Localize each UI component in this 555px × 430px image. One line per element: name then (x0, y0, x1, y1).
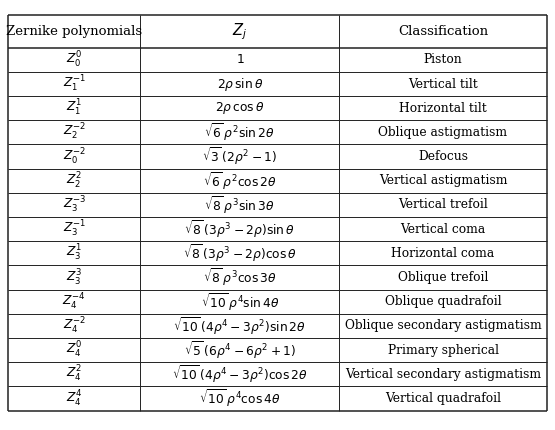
Text: $Z_1^{-1}$: $Z_1^{-1}$ (63, 74, 86, 94)
Text: $\sqrt{10}\,(4\rho^4-3\rho^2)\sin 2\theta$: $\sqrt{10}\,(4\rho^4-3\rho^2)\sin 2\thet… (173, 315, 306, 337)
Text: $Z_4^{0}$: $Z_4^{0}$ (66, 340, 82, 360)
Text: $\sqrt{8}\,\rho^3\cos 3\theta$: $\sqrt{8}\,\rho^3\cos 3\theta$ (203, 267, 277, 289)
Text: $\sqrt{8}\,\rho^3\sin 3\theta$: $\sqrt{8}\,\rho^3\sin 3\theta$ (204, 194, 275, 216)
Text: Oblique secondary astigmatism: Oblique secondary astigmatism (345, 319, 542, 332)
Text: $Z_0^{-2}$: $Z_0^{-2}$ (63, 147, 86, 167)
Text: $1$: $1$ (235, 53, 244, 66)
Text: $\sqrt{10}\,\rho^4\cos 4\theta$: $\sqrt{10}\,\rho^4\cos 4\theta$ (199, 388, 281, 409)
Text: Primary spherical: Primary spherical (387, 344, 498, 356)
Text: Vertical quadrafoil: Vertical quadrafoil (385, 392, 501, 405)
Text: $Z_4^{4}$: $Z_4^{4}$ (66, 388, 83, 408)
Text: $\sqrt{8}\,(3\rho^3-2\rho)\sin\theta$: $\sqrt{8}\,(3\rho^3-2\rho)\sin\theta$ (184, 218, 295, 240)
Text: $\sqrt{10}\,\rho^4\sin 4\theta$: $\sqrt{10}\,\rho^4\sin 4\theta$ (200, 291, 279, 313)
Text: $\sqrt{3}\,(2\rho^2-1)$: $\sqrt{3}\,(2\rho^2-1)$ (202, 146, 278, 167)
Text: Classification: Classification (398, 25, 488, 38)
Text: Defocus: Defocus (418, 150, 468, 163)
Text: Zernike polynomials: Zernike polynomials (6, 25, 142, 38)
Text: $\sqrt{6}\,\rho^2\cos 2\theta$: $\sqrt{6}\,\rho^2\cos 2\theta$ (203, 170, 277, 192)
Text: $Z_4^{2}$: $Z_4^{2}$ (66, 364, 82, 384)
Text: Vertical trefoil: Vertical trefoil (398, 199, 488, 212)
Text: $Z_3^{-3}$: $Z_3^{-3}$ (63, 195, 86, 215)
Text: Vertical coma: Vertical coma (400, 223, 486, 236)
Text: $Z_2^{2}$: $Z_2^{2}$ (66, 171, 82, 191)
Text: Oblique astigmatism: Oblique astigmatism (379, 126, 508, 139)
Text: Oblique trefoil: Oblique trefoil (398, 271, 488, 284)
Text: $Z_4^{-2}$: $Z_4^{-2}$ (63, 316, 86, 336)
Text: $Z_j$: $Z_j$ (232, 21, 248, 42)
Text: Piston: Piston (423, 53, 462, 66)
Text: Oblique quadrafoil: Oblique quadrafoil (385, 295, 501, 308)
Text: Vertical tilt: Vertical tilt (408, 77, 478, 90)
Text: Vertical astigmatism: Vertical astigmatism (379, 174, 507, 187)
Text: $\sqrt{8}\,(3\rho^3-2\rho)\cos\theta$: $\sqrt{8}\,(3\rho^3-2\rho)\cos\theta$ (183, 243, 297, 264)
Text: $\sqrt{10}\,(4\rho^4-3\rho^2)\cos 2\theta$: $\sqrt{10}\,(4\rho^4-3\rho^2)\cos 2\thet… (172, 363, 308, 385)
Text: $2\rho\,\sin\theta$: $2\rho\,\sin\theta$ (216, 76, 263, 92)
Text: $Z_3^{1}$: $Z_3^{1}$ (66, 243, 82, 264)
Text: $Z_1^{1}$: $Z_1^{1}$ (66, 98, 82, 118)
Text: $Z_4^{-4}$: $Z_4^{-4}$ (63, 292, 86, 312)
Text: Horizontal coma: Horizontal coma (391, 247, 495, 260)
Text: $Z_3^{-1}$: $Z_3^{-1}$ (63, 219, 86, 239)
Text: $Z_0^0$: $Z_0^0$ (66, 50, 82, 70)
Text: Vertical secondary astigmatism: Vertical secondary astigmatism (345, 368, 541, 381)
Text: $Z_3^{3}$: $Z_3^{3}$ (66, 267, 82, 288)
Text: $\sqrt{5}\,(6\rho^4-6\rho^2+1)$: $\sqrt{5}\,(6\rho^4-6\rho^2+1)$ (184, 339, 296, 361)
Text: $Z_2^{-2}$: $Z_2^{-2}$ (63, 123, 86, 142)
Text: $\sqrt{6}\,\rho^2\sin 2\theta$: $\sqrt{6}\,\rho^2\sin 2\theta$ (204, 122, 275, 143)
Text: Horizontal tilt: Horizontal tilt (399, 102, 487, 115)
Text: $2\rho\,\cos\theta$: $2\rho\,\cos\theta$ (215, 100, 265, 116)
